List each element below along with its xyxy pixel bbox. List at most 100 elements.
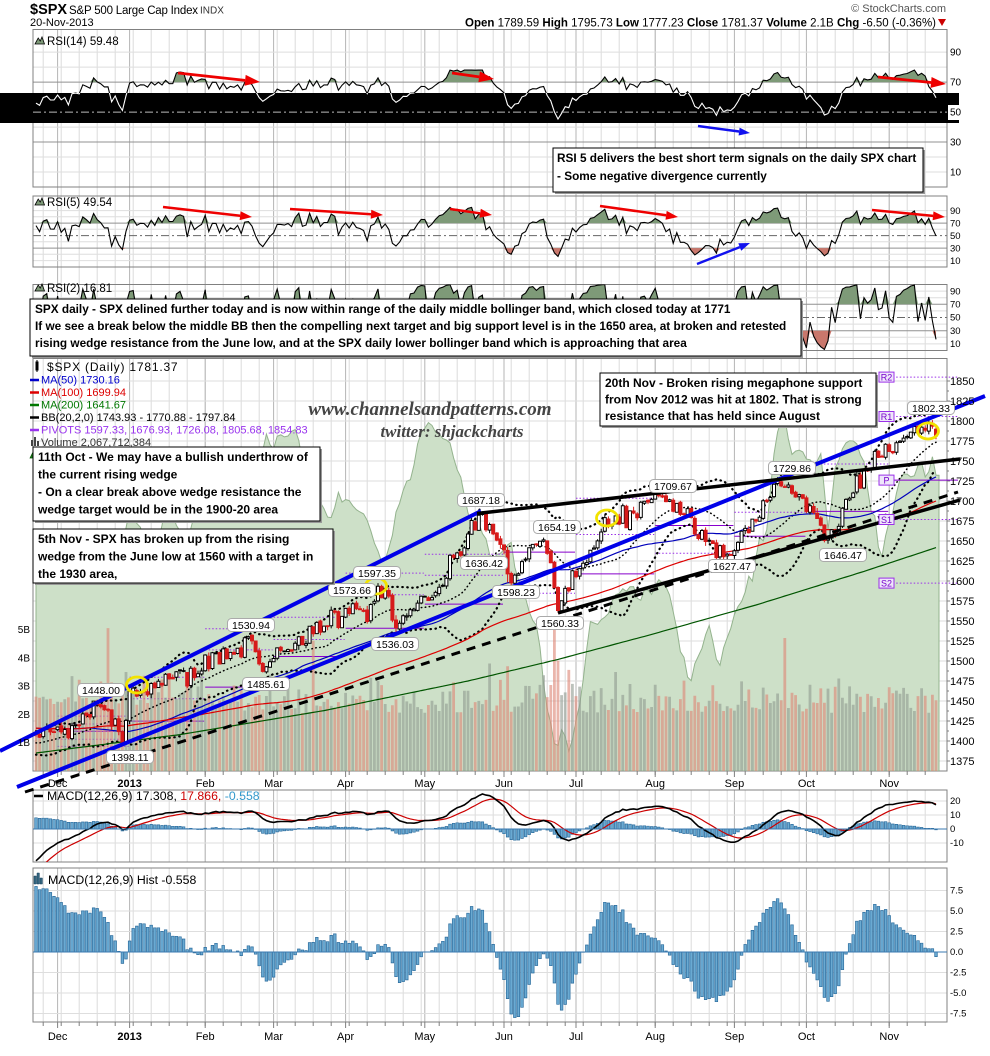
svg-text:wedge target would be in the 1: wedge target would be in the 1900-20 are… [37,503,278,517]
svg-text:Dec: Dec [48,778,68,790]
svg-text:1573.66: 1573.66 [333,585,371,597]
svg-text:20-Nov-2013: 20-Nov-2013 [30,17,94,29]
svg-text:RSI(14) 59.48: RSI(14) 59.48 [47,36,119,48]
svg-text:1485.61: 1485.61 [247,679,285,691]
svg-text:the 1930 area,: the 1930 area, [38,567,117,581]
svg-text:MA(200) 1641.67: MA(200) 1641.67 [41,400,126,412]
svg-text:1400: 1400 [950,736,974,748]
svg-text:MACD(12,26,9) Hist -0.558: MACD(12,26,9) Hist -0.558 [48,873,196,887]
svg-text:1687.18: 1687.18 [462,495,500,507]
svg-text:May: May [414,1031,435,1043]
svg-text:1825: 1825 [950,396,974,408]
svg-text:1725: 1725 [950,476,974,488]
svg-text:Jun: Jun [495,1031,513,1043]
svg-text:1475: 1475 [950,676,974,688]
svg-text:1536.03: 1536.03 [376,639,414,651]
svg-text:2013: 2013 [117,1031,141,1043]
svg-text:1398.11: 1398.11 [111,752,148,764]
svg-text:If we see a break below the mi: If we see a break below the middle BB th… [35,319,786,333]
svg-text:5.0: 5.0 [950,906,963,917]
svg-text:- Some negative divergence cur: - Some negative divergence currently [557,169,767,183]
svg-text:1B: 1B [18,738,31,749]
svg-text:1597.35: 1597.35 [358,568,396,580]
svg-text:BB(20,2,0) 1743.93 - 1770.88 -: BB(20,2,0) 1743.93 - 1770.88 - 1797.84 [41,412,235,424]
svg-text:rising wedge resistance from t: rising wedge resistance from the June lo… [35,336,687,350]
svg-text:PIVOTS 1597.33, 1676.93, 1726.: PIVOTS 1597.33, 1676.93, 1726.08, 1805.6… [41,425,308,437]
svg-text:Aug: Aug [645,778,665,790]
svg-text:1530.94: 1530.94 [232,620,270,632]
svg-text:R1: R1 [881,412,893,422]
svg-text:RSI 5 delivers the best short: RSI 5 delivers the best short term signa… [557,151,916,165]
svg-text:Sep: Sep [725,778,745,790]
svg-text:90: 90 [950,286,961,297]
svg-text:50: 50 [950,231,961,242]
svg-text:RSI(5) 49.54: RSI(5) 49.54 [47,197,113,209]
svg-text:S1: S1 [881,515,892,525]
svg-text:90: 90 [950,48,962,59]
svg-text:1729.86: 1729.86 [773,463,811,475]
svg-text:5th Nov - SPX has broken up fr: 5th Nov - SPX has broken up from the ris… [38,532,289,546]
svg-text:10: 10 [950,256,961,267]
svg-text:1650: 1650 [950,536,974,548]
svg-text:MA(100) 1699.94: MA(100) 1699.94 [41,387,126,399]
svg-text:S&P 500 Large Cap Index: S&P 500 Large Cap Index [69,5,198,17]
svg-text:10: 10 [950,168,962,179]
svg-text:www.channelsandpatterns.com: www.channelsandpatterns.com [308,399,551,420]
svg-text:1675: 1675 [950,516,974,528]
svg-text:1654.19: 1654.19 [538,522,576,534]
svg-text:2B: 2B [18,710,31,721]
svg-text:May: May [414,778,435,790]
svg-text:Sep: Sep [725,1031,745,1043]
svg-text:1525: 1525 [950,636,974,648]
svg-text:10: 10 [950,339,961,350]
svg-text:1636.42: 1636.42 [465,558,503,570]
svg-text:Oct: Oct [798,1031,815,1043]
svg-text:R2: R2 [881,373,893,383]
svg-text:Nov: Nov [879,778,899,790]
svg-text:$SPX: $SPX [30,2,67,18]
svg-text:MA(50) 1730.16: MA(50) 1730.16 [41,375,120,387]
svg-text:-10: -10 [950,838,964,849]
svg-text:-7.5: -7.5 [950,1009,966,1020]
svg-text:70: 70 [950,300,961,311]
svg-text:1709.67: 1709.67 [654,481,692,493]
svg-text:2013: 2013 [117,778,141,790]
svg-text:-2.5: -2.5 [950,968,966,979]
svg-text:30: 30 [950,138,962,149]
svg-text:1375: 1375 [950,756,974,768]
svg-text:1775: 1775 [950,436,974,448]
svg-text:1450: 1450 [950,696,974,708]
svg-text:S2: S2 [881,579,892,589]
svg-text:1448.00: 1448.00 [82,685,120,697]
svg-text:Jul: Jul [569,1031,583,1043]
svg-text:Nov: Nov [879,1031,899,1043]
svg-text:90: 90 [950,206,961,217]
svg-text:70: 70 [950,218,961,229]
svg-text:resistance that has held since: resistance that has held since August [605,409,820,423]
svg-text:1500: 1500 [950,656,974,668]
svg-text:twitter: shjackcharts: twitter: shjackcharts [380,422,523,441]
svg-text:30: 30 [950,243,961,254]
svg-text:Mar: Mar [264,1031,283,1043]
svg-text:1646.47: 1646.47 [824,550,862,562]
svg-text:1625: 1625 [950,556,974,568]
svg-text:1800: 1800 [950,416,974,428]
svg-text:7.5: 7.5 [950,886,963,897]
svg-text:10: 10 [950,810,961,821]
svg-text:50: 50 [950,313,961,324]
svg-text:Feb: Feb [196,778,215,790]
svg-text:Open 1789.59 High 1795.73 Low: Open 1789.59 High 1795.73 Low 1777.23 Cl… [465,18,936,30]
svg-text:1575: 1575 [950,596,974,608]
svg-text:© StockCharts.com: © StockCharts.com [851,3,946,15]
svg-text:0.0: 0.0 [950,947,963,958]
svg-text:Oct: Oct [798,778,815,790]
svg-text:20: 20 [950,796,961,807]
svg-text:11th Oct - We may have a bulli: 11th Oct - We may have a bullish underth… [38,450,309,464]
svg-text:Apr: Apr [337,778,354,790]
svg-text:the current rising wedge: the current rising wedge [38,468,178,482]
svg-text:30: 30 [950,326,961,337]
svg-text:1627.47: 1627.47 [713,561,751,573]
svg-text:-5.0: -5.0 [950,988,966,999]
svg-text:wedge from the June low at 156: wedge from the June low at 1560 with a t… [37,550,313,564]
svg-text:70: 70 [950,78,962,89]
